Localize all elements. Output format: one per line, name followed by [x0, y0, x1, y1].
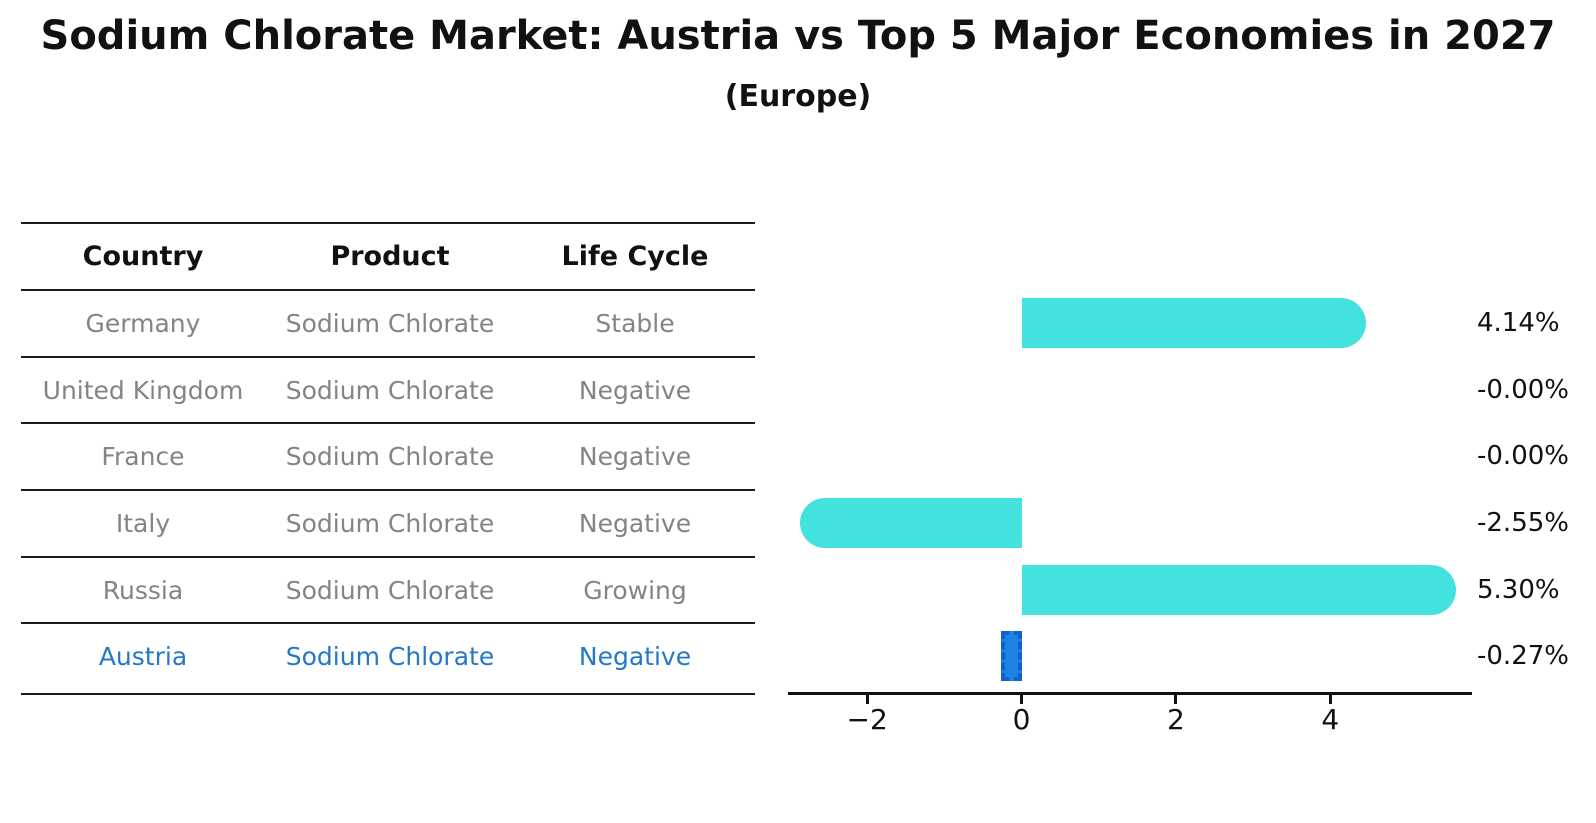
cell-product: Sodium Chlorate — [285, 441, 495, 471]
bar-austria — [1000, 631, 1022, 681]
cell-country: France — [101, 441, 185, 471]
table-row-italy: Italy Sodium Chlorate Negative — [21, 503, 755, 543]
x-axis-tick — [1174, 695, 1178, 704]
table-rule — [21, 289, 755, 291]
header-cell-life-cycle: Life Cycle — [561, 240, 709, 272]
cell-life-cycle: Negative — [578, 641, 692, 671]
x-axis-tick — [865, 695, 869, 704]
bar-italy — [799, 498, 1022, 548]
value-label-austria: -0.27% — [1477, 641, 1569, 671]
chart-title: Sodium Chlorate Market: Austria vs Top 5… — [40, 13, 1556, 59]
header-cell-country: Country — [82, 240, 204, 272]
cell-product: Sodium Chlorate — [285, 308, 495, 338]
cell-life-cycle: Stable — [595, 308, 675, 338]
table-rule — [21, 356, 755, 358]
table-rule — [21, 422, 755, 424]
value-label-russia: 5.30% — [1477, 575, 1560, 605]
value-label-italy: -2.55% — [1477, 508, 1569, 538]
table-rule — [21, 489, 755, 491]
x-axis-line — [788, 692, 1472, 695]
cell-life-cycle: Growing — [583, 575, 687, 605]
table-rule — [21, 693, 755, 695]
cell-product: Sodium Chlorate — [285, 508, 495, 538]
value-label-france: -0.00% — [1477, 441, 1569, 471]
table-rule — [21, 222, 755, 224]
cell-country: Austria — [98, 641, 188, 671]
cell-product: Sodium Chlorate — [285, 641, 495, 671]
x-axis-tick-label: 0 — [1012, 703, 1031, 736]
x-axis-tick — [1020, 695, 1024, 704]
chart-subtitle: (Europe) — [724, 79, 872, 114]
x-axis-tick-label: −2 — [846, 703, 888, 736]
table-row-france: France Sodium Chlorate Negative — [21, 436, 755, 476]
cell-country: Russia — [102, 575, 184, 605]
cell-life-cycle: Negative — [578, 441, 692, 471]
table-row-austria: Austria Sodium Chlorate Negative — [21, 636, 755, 676]
x-axis-tick-label: 2 — [1167, 703, 1185, 736]
cell-country: United Kingdom — [42, 375, 244, 405]
cell-product: Sodium Chlorate — [285, 575, 495, 605]
cell-life-cycle: Negative — [578, 508, 692, 538]
table-rule — [21, 556, 755, 558]
table-row-united-kingdom: United Kingdom Sodium Chlorate Negative — [21, 370, 755, 410]
bar-germany — [1021, 298, 1367, 348]
table-header-row: Country Product Life Cycle — [21, 236, 755, 276]
x-axis-tick — [1328, 695, 1332, 704]
x-axis-tick-label: 4 — [1321, 703, 1340, 736]
cell-country: Germany — [85, 308, 201, 338]
cell-life-cycle: Negative — [578, 375, 692, 405]
cell-country: Italy — [115, 508, 171, 538]
table-rule — [21, 622, 755, 624]
header-cell-product: Product — [330, 240, 450, 272]
value-label-united-kingdom: -0.00% — [1477, 375, 1569, 405]
value-label-germany: 4.14% — [1477, 308, 1560, 338]
table-row-germany: Germany Sodium Chlorate Stable — [21, 303, 755, 343]
comparison-table: Country Product Life Cycle Germany Sodiu… — [21, 0, 755, 823]
bar-russia — [1021, 565, 1456, 615]
cell-product: Sodium Chlorate — [285, 375, 495, 405]
table-row-russia: Russia Sodium Chlorate Growing — [21, 570, 755, 610]
